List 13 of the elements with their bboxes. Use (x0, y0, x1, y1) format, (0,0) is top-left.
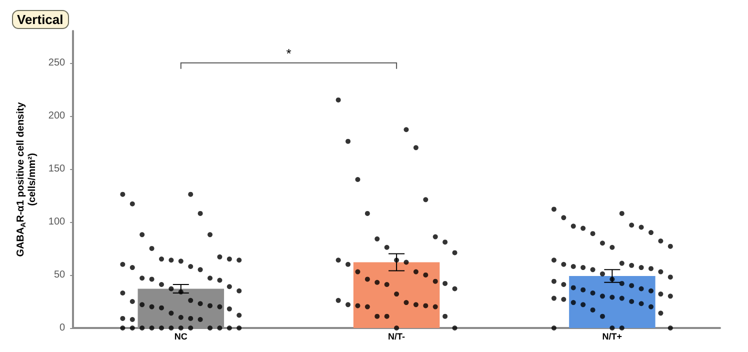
y-tick-label: 150 (48, 163, 66, 174)
x-tick-label: N/T+ (602, 332, 622, 342)
x-tick-label: NC (174, 332, 188, 342)
y-tick-label: 0 (60, 322, 66, 334)
bar (353, 262, 440, 328)
chart-title: Vertical (17, 12, 64, 27)
annotation: * (286, 46, 292, 61)
y-tick-label: 100 (48, 216, 66, 228)
y-tick-label: 250 (48, 57, 66, 68)
y-tick-label: 50 (54, 269, 66, 280)
x-tick-label: N/T- (388, 332, 406, 342)
y-tick-label: 200 (48, 110, 66, 122)
bar (569, 276, 656, 328)
